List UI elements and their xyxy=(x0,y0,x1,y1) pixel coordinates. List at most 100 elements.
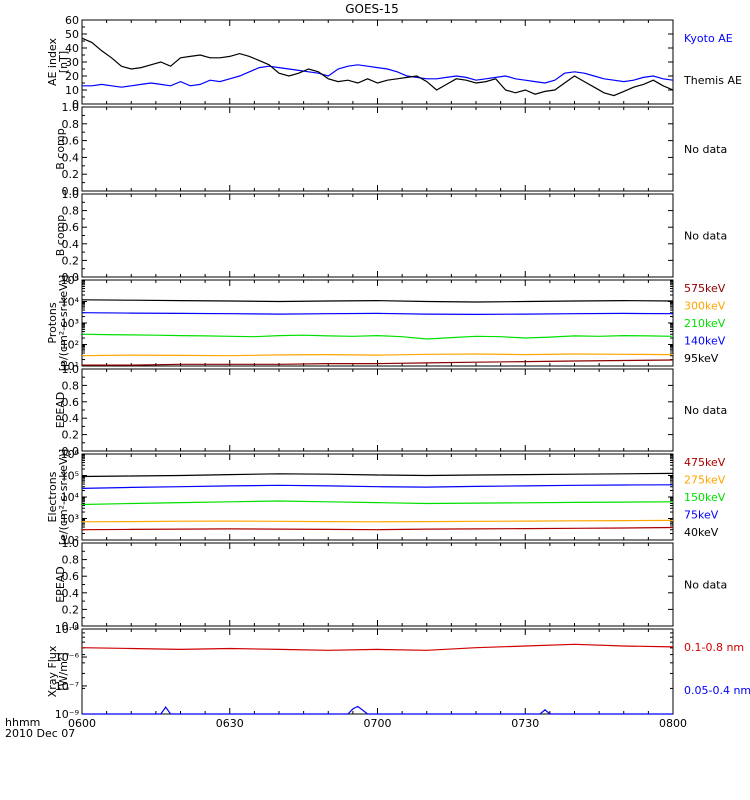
y-tick-label: 10⁴ xyxy=(61,296,80,309)
x-tick-label: 0730 xyxy=(511,717,539,730)
x-axis-labels: 0600 0630 0700 0730 0800 xyxy=(68,717,687,730)
legend-entry: 150keV xyxy=(684,491,726,504)
x-tick-label: 0600 xyxy=(68,717,96,730)
x-tick-label: 0700 xyxy=(364,717,392,730)
legend-entry: 300keV xyxy=(684,300,726,313)
series-line-0 xyxy=(81,643,674,651)
y-tick-label: 0.4 xyxy=(62,151,80,164)
y-tick-label: 10 xyxy=(65,84,79,97)
y-tick-label: 10⁵ xyxy=(61,274,79,287)
y-axis-label: AE index xyxy=(46,37,59,86)
y-axis-label: [p/(cm²-s-sr-keV)] xyxy=(57,275,70,372)
panel-2: 0.0 0.2 0.4 0.6 0.8 1.0 B comp No data xyxy=(54,101,727,198)
no-data-label: No data xyxy=(684,404,727,417)
no-data-label: No data xyxy=(684,143,727,156)
y-tick-label: 0.2 xyxy=(62,429,80,442)
y-tick-label: 10⁻⁶ xyxy=(55,651,80,664)
legend-entry: 95keV xyxy=(684,352,719,365)
series-line-0 xyxy=(82,359,674,366)
chart-title: GOES-15 xyxy=(345,2,399,16)
series-line-0 xyxy=(81,526,674,531)
y-tick-label: 0.4 xyxy=(62,587,80,600)
y-axis-label: Protons xyxy=(46,302,59,343)
y-tick-label: 0.0 xyxy=(62,445,80,458)
y-axis-label: EPEAD xyxy=(54,566,67,603)
y-tick-label: 30 xyxy=(65,56,79,69)
y-tick-label: 0.6 xyxy=(62,221,80,234)
y-tick-label: 0 xyxy=(72,98,79,111)
series-line-4 xyxy=(81,299,674,303)
series-line-1 xyxy=(82,705,673,715)
y-tick-label: 10⁶ xyxy=(61,448,80,461)
y-tick-label: 0.2 xyxy=(62,168,80,181)
legend-entry: 0.1-0.8 nm xyxy=(684,641,744,654)
panel-frame xyxy=(81,368,674,452)
footer-label-date: 2010 Dec 07 xyxy=(5,727,75,740)
y-tick-label: 10⁵ xyxy=(61,470,79,483)
panel-frame xyxy=(81,542,674,627)
no-data-label: No data xyxy=(684,579,727,592)
y-tick-label: 0.0 xyxy=(62,620,80,633)
legend-entry: 475keV xyxy=(684,456,726,469)
y-tick-label: 0.8 xyxy=(62,118,80,131)
panel-frame xyxy=(81,628,674,715)
legend-entry: Kyoto AE xyxy=(684,32,733,45)
y-tick-label: 0.6 xyxy=(62,570,80,583)
panel-3: 0.0 0.2 0.4 0.6 0.8 1.0 B comp No data xyxy=(54,188,727,284)
y-tick-label: 0.2 xyxy=(62,603,80,616)
series-line-0 xyxy=(82,64,674,88)
y-axis-label: Xray Flux xyxy=(46,645,59,697)
footer-label-hhmm: hhmm xyxy=(5,716,40,729)
panel-frame xyxy=(81,106,674,192)
legend-entry: 140keV xyxy=(684,335,726,348)
legend-entry: 40keV xyxy=(684,526,719,539)
y-tick-label: 60 xyxy=(65,14,79,27)
y-tick-label: 0.8 xyxy=(62,205,80,218)
panel-frame xyxy=(81,453,674,541)
y-tick-label: 1.0 xyxy=(62,188,80,201)
y-axis-label: B comp xyxy=(54,215,67,257)
y-tick-label: 1.0 xyxy=(62,101,80,114)
panel-6: 10² 10³ 10⁴ 10⁵ 10⁶Electrons[e/(cm²-s-sr-keV… xyxy=(46,448,726,547)
y-tick-label: 0.2 xyxy=(62,254,80,267)
y-tick-label: 0.4 xyxy=(62,238,80,251)
panel-5: 0.0 0.2 0.4 0.6 0.8 1.0 EPEAD No data xyxy=(54,363,727,458)
series-line-3 xyxy=(81,312,674,316)
y-tick-label: 0.0 xyxy=(62,271,80,284)
y-axis-label: [W/m²] xyxy=(57,652,70,690)
y-axis-label: Electrons xyxy=(46,471,59,522)
legend-entry: 75keV xyxy=(684,509,719,522)
no-data-label: No data xyxy=(684,230,727,243)
y-axis-label: B comp xyxy=(54,128,67,170)
y-tick-label: 10² xyxy=(61,534,79,547)
y-axis-label: [nT] xyxy=(57,51,70,73)
y-tick-label: 0.0 xyxy=(62,185,80,198)
y-tick-label: 1.0 xyxy=(62,537,80,550)
series-line-3 xyxy=(81,484,674,489)
y-tick-label: 10³ xyxy=(61,317,79,330)
y-tick-label: 20 xyxy=(65,70,79,83)
series-line-4 xyxy=(81,472,674,478)
y-tick-label: 10² xyxy=(61,339,79,352)
panel-frame xyxy=(81,279,674,367)
y-tick-label: 0.8 xyxy=(62,554,80,567)
y-tick-label: 10³ xyxy=(61,513,79,526)
panel-7: 0.0 0.2 0.4 0.6 0.8 1.0 EPEAD No data xyxy=(54,537,727,633)
legend-entry: 0.05-0.4 nm xyxy=(684,684,750,697)
y-tick-label: 0.6 xyxy=(62,396,80,409)
y-tick-label: 10¹ xyxy=(61,360,79,373)
series-line-1 xyxy=(81,519,674,523)
legend-entry: 575keV xyxy=(684,282,726,295)
series-line-1 xyxy=(81,353,674,357)
y-axis-label: [e/(cm²-s-sr-keV)] xyxy=(57,449,70,545)
y-tick-label: 0.8 xyxy=(62,379,80,392)
legend-entry: 275keV xyxy=(684,474,726,487)
y-tick-label: 50 xyxy=(65,28,79,41)
y-tick-label: 10⁻⁹ xyxy=(55,708,79,721)
y-tick-label: 0.4 xyxy=(62,412,80,425)
x-tick-label: 0630 xyxy=(216,717,244,730)
